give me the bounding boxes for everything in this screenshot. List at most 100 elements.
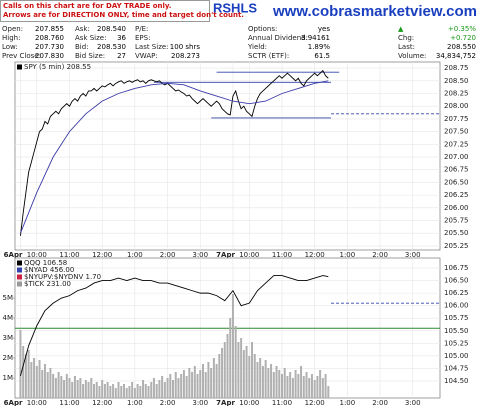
volume-bar (297, 374, 300, 398)
volume-bar (305, 372, 308, 398)
volume-bar (65, 374, 68, 398)
y-tick-label: 105.50 (444, 327, 469, 335)
quote-value: 36 (117, 34, 126, 42)
volume-bar (38, 360, 41, 398)
quote-value: 1.89% (308, 43, 331, 51)
volume-bar (204, 372, 207, 398)
legend-swatch (17, 260, 22, 266)
volume-bar (117, 382, 120, 398)
quote-label: EPS: (135, 34, 150, 42)
volume-bar (73, 376, 76, 398)
quote-value: 208.550 (447, 43, 476, 51)
volume-bar (114, 388, 117, 398)
volume-bar (201, 364, 204, 398)
x-tick-label: 3:00 (405, 399, 421, 406)
x-tick-label: 2:00 (372, 251, 388, 259)
volume-bar (27, 350, 30, 398)
volume-bar (82, 384, 85, 398)
x-tick-label: 2:00 (160, 251, 176, 259)
volume-bar (54, 378, 57, 398)
quote-label: Chg: (398, 34, 414, 42)
volume-bar (280, 374, 283, 398)
volume-bar (267, 368, 270, 398)
x-tick-label: 10:00 (27, 251, 47, 259)
volume-bar (172, 380, 175, 398)
volume-bar (310, 374, 313, 398)
volume-bar (95, 382, 98, 398)
volume-bar (259, 358, 262, 398)
volume-bar (294, 370, 297, 398)
volume-bar (253, 354, 256, 398)
y-tick-label: 207.75 (444, 115, 469, 123)
legend-swatch (17, 64, 22, 70)
site-url: www.cobrasmarketview.com (272, 3, 477, 20)
volume-bar (283, 368, 286, 398)
y2-tick-label: 4M (3, 314, 14, 322)
quote-value: 100 shrs (170, 43, 201, 51)
volume-bar (76, 380, 79, 398)
volume-bar (139, 386, 142, 398)
quote-value: yes (318, 25, 330, 33)
legend-label: $NYAD 456.00 (24, 266, 74, 274)
volume-bar (234, 326, 237, 398)
volume-bar (275, 366, 278, 398)
volume-bar (98, 386, 101, 398)
x-tick-label: 12:00 (305, 399, 325, 406)
quote-value: +0.35% (448, 25, 476, 33)
x-tick-label: 2:00 (160, 399, 176, 406)
volume-bar (169, 374, 172, 398)
volume-bar (324, 374, 327, 398)
y2-tick-label: 5M (3, 294, 14, 302)
y2-tick-label: 1M (3, 374, 14, 382)
volume-bar (68, 378, 71, 398)
volume-bar (261, 366, 264, 398)
quote-label: Last Size: (135, 43, 169, 51)
banner-box (0, 0, 210, 22)
volume-bar (316, 376, 319, 398)
symbol: RSHLS (213, 0, 257, 15)
quote-label: Prev Close: (2, 52, 41, 60)
quote-value: 27 (117, 52, 126, 60)
x-tick-label: 11:00 (272, 399, 292, 406)
volume-bar (147, 386, 150, 398)
y-tick-label: 205.75 (444, 217, 469, 225)
volume-bar (193, 366, 196, 398)
y-tick-label: 106.50 (444, 277, 469, 285)
y-tick-label: 206.25 (444, 191, 469, 199)
volume-bar (291, 378, 294, 398)
volume-bar (289, 372, 292, 398)
volume-bar (196, 374, 199, 398)
volume-bar (87, 382, 90, 398)
volume-bar (150, 382, 153, 398)
quote-value: 208.540 (97, 25, 126, 33)
volume-bar (166, 378, 169, 398)
volume-bar (128, 386, 131, 398)
volume-bar (101, 380, 104, 398)
volume-bar (313, 380, 316, 398)
y-tick-label: 208.75 (444, 64, 469, 72)
y-tick-label: 207.00 (444, 153, 469, 161)
x-tick-label: 12:00 (92, 251, 112, 259)
x-tick-label: 1:00 (127, 399, 143, 406)
volume-bar (272, 372, 275, 398)
quote-label: VWAP: (135, 52, 158, 60)
quote-label: Yield: (247, 43, 267, 51)
volume-bar (245, 346, 248, 398)
y-tick-label: 104.75 (444, 364, 469, 372)
volume-bar (270, 364, 273, 398)
x-tick-label: 10:00 (27, 399, 47, 406)
price-line (20, 69, 329, 236)
quote-value: 34,834,752 (436, 52, 476, 60)
volume-bar (188, 368, 191, 398)
y-tick-label: 205.50 (444, 229, 469, 237)
y-tick-label: 105.25 (444, 339, 469, 347)
quote-value: 208.530 (97, 43, 126, 51)
quote-label: Bid Size: (75, 52, 105, 60)
y-tick-label: 104.50 (444, 377, 469, 385)
volume-bar (161, 376, 164, 398)
quote-label: Last: (398, 43, 415, 51)
volume-bar (226, 334, 229, 398)
legend-label: SPY (5 min) 208.55 (24, 63, 91, 71)
volume-bar (52, 374, 55, 398)
x-tick-label: 6Apr (4, 251, 23, 259)
